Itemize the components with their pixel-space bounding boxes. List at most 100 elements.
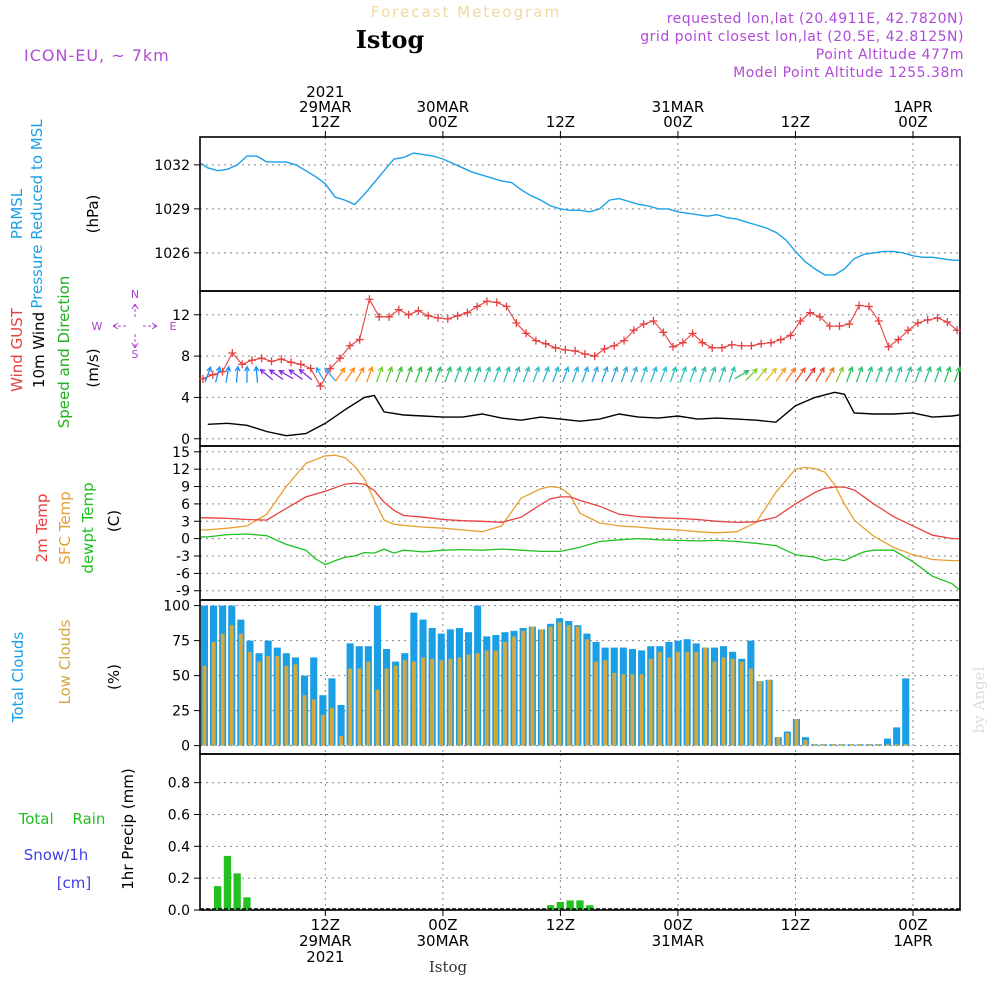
- wind-arrow: [463, 365, 472, 383]
- wind-arrow: [503, 365, 511, 383]
- bottom-time-label: 30MAR: [417, 932, 470, 950]
- low-cloud-bar: [803, 740, 808, 746]
- panel-1: 1026 1029 1032: [154, 136, 961, 292]
- low-cloud-bar: [430, 658, 435, 746]
- wind-arrow: [415, 365, 423, 383]
- gust-marker: [855, 301, 864, 310]
- wind-arrow: [385, 365, 394, 383]
- low-cloud-bar: [320, 714, 325, 746]
- rain-bar: [214, 886, 222, 910]
- precip-unit-label: 1hr Precip (mm): [119, 768, 137, 889]
- gust-marker: [727, 340, 736, 349]
- gust-marker: [531, 336, 540, 345]
- bottom-time-label: 12Z: [311, 916, 340, 934]
- low-cloud-bar: [821, 744, 826, 746]
- y-tick-label: 0: [181, 532, 190, 548]
- low-cloud-bar: [248, 651, 252, 746]
- low-cloud-bar: [484, 650, 489, 746]
- wind-10m-label: 10m Wind: [30, 312, 48, 388]
- rain-bar: [546, 905, 555, 910]
- footer-station: Istog: [429, 958, 468, 976]
- compass-north: N: [131, 288, 139, 301]
- gust-marker: [394, 305, 403, 314]
- gust-marker: [287, 358, 296, 367]
- bottom-time-label: 31MAR: [652, 932, 705, 950]
- low-cloud-bar: [211, 642, 216, 746]
- wind-arrow: [253, 365, 260, 383]
- bottom-time-label: 00Z: [898, 916, 927, 934]
- low-cloud-bar: [630, 674, 635, 746]
- low-cloud-bar: [220, 633, 225, 746]
- wind-arrow: [483, 365, 492, 383]
- rain-bars: [214, 855, 594, 910]
- total-cloud-bar: [902, 678, 910, 746]
- y-tick-label: -6: [176, 566, 190, 582]
- gust-marker: [669, 342, 678, 351]
- point-altitude: Point Altitude 477m: [816, 47, 964, 63]
- panel-5: 0.0 0.2 0.4 0.6 0.8: [168, 753, 961, 919]
- gust-marker: [316, 382, 325, 391]
- gust-marker: [864, 302, 873, 311]
- gust-marker: [482, 297, 491, 306]
- gust-marker: [708, 343, 717, 352]
- gust-marker: [678, 338, 687, 347]
- pressure-labels: PRMSL Pressure Reduced to MSL (hPa): [8, 119, 102, 309]
- wind-speed-line: [207, 391, 960, 437]
- y-tick-label: 0.0: [168, 903, 190, 919]
- wind-arrow: [815, 366, 825, 382]
- gust-marker: [208, 370, 217, 379]
- wind-arrow: [244, 365, 250, 383]
- wind-arrow: [835, 366, 844, 383]
- gust-marker: [463, 308, 472, 317]
- low-cloud-bar: [676, 651, 680, 746]
- wind-arrow: [278, 370, 294, 380]
- top-time-label: 12Z: [546, 113, 575, 131]
- gust-marker: [492, 298, 501, 307]
- wind-arrow: [591, 365, 599, 383]
- low-cloud-bar: [885, 744, 890, 746]
- low-cloud-bar: [238, 633, 243, 746]
- compass-lines: [113, 304, 157, 348]
- gust-marker: [835, 322, 844, 331]
- bottom-time-label: 12Z: [781, 916, 810, 934]
- low-cloud-bar: [703, 647, 708, 746]
- wind-arrow: [805, 366, 816, 382]
- gust-marker: [522, 329, 531, 338]
- y-tick-label: -9: [176, 584, 190, 600]
- wind-arrow: [434, 365, 443, 383]
- rain-bar: [586, 905, 594, 910]
- gust-marker: [561, 345, 570, 354]
- gust-marker: [825, 322, 834, 331]
- wind-arrow: [473, 365, 482, 383]
- low-cloud-bar: [794, 719, 799, 746]
- y-tick-label: 0: [181, 739, 190, 755]
- gust-marker: [757, 339, 766, 348]
- low-cloud-bar: [876, 744, 881, 746]
- low-cloud-bar: [739, 661, 744, 746]
- gust-markers: [198, 295, 962, 391]
- wind-gust-line: [202, 297, 958, 388]
- wind-arrow: [755, 367, 768, 382]
- wind-arrow: [620, 365, 629, 383]
- low-cloud-bar: [767, 679, 772, 746]
- low-clouds-label: Low Clouds: [56, 619, 74, 704]
- top-time-label: 12Z: [311, 113, 340, 131]
- y-tick-label: 4: [181, 390, 190, 406]
- low-cloud-bar: [812, 744, 817, 746]
- gust-marker: [737, 341, 746, 350]
- y-tick-label: 0.2: [168, 871, 190, 887]
- dewpt-temp-label: dewpt Temp: [79, 482, 97, 573]
- pressure-reduced-label: Pressure Reduced to MSL: [28, 119, 46, 309]
- compass-west: W: [92, 320, 103, 333]
- total-cloud-bar: [884, 738, 892, 746]
- gust-marker: [345, 341, 354, 350]
- rain-bar: [243, 897, 251, 910]
- cloud-labels: Total Clouds Low Clouds (%): [9, 619, 123, 723]
- wind-arrow: [298, 368, 313, 381]
- gust-marker: [806, 308, 815, 317]
- wind-arrow: [904, 365, 913, 383]
